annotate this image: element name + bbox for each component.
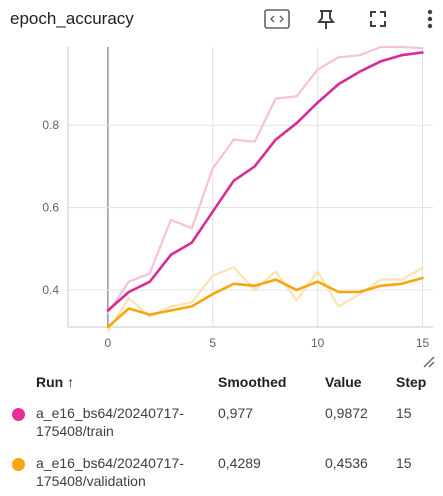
fullscreen-icon[interactable] [364,6,392,32]
header-value: Value [325,374,362,390]
y-tick-label: 0.6 [42,201,59,215]
x-tick-label: 0 [105,336,112,350]
header-smoothed: Smoothed [218,374,287,390]
x-tick-label: 10 [311,336,325,350]
run-name-line: 175408/train [36,423,114,439]
fit-domain-icon[interactable] [263,6,291,32]
step-value: 15 [396,405,412,421]
raw-series-line [106,45,424,314]
run-name-line: a_e16_bs64/20240717- [36,455,184,471]
resize-handle-icon[interactable] [422,355,436,374]
raw-value: 0,9872 [325,405,368,421]
table-row[interactable]: a_e16_bs64/20240717- 175408/validation 0… [0,452,443,496]
run-name-line: a_e16_bs64/20240717- [36,405,184,421]
x-tick-label: 15 [416,336,430,350]
smoothed-value: 0,977 [218,405,254,421]
y-tick-label: 0.8 [42,118,59,132]
smoothed-series-line [106,276,424,329]
y-tick-label: 0.4 [42,283,59,297]
accuracy-line-chart[interactable]: 0 5 10 15 0.4 0.6 0.8 [0,40,443,360]
raw-value: 0,4536 [325,455,368,471]
pin-icon[interactable] [312,6,340,32]
header-run[interactable]: Run ↑ [36,374,75,390]
table-row[interactable]: a_e16_bs64/20240717- 175408/train 0,977 … [0,402,443,446]
run-name-line: 175408/validation [36,473,146,489]
header-step: Step [396,374,427,390]
more-vert-icon[interactable] [416,6,443,32]
card-header: epoch_accuracy [0,0,443,40]
x-tick-label: 5 [209,336,216,350]
smoothed-value: 0,4289 [218,455,261,471]
step-value: 15 [396,455,412,471]
run-color-swatch[interactable] [12,458,25,471]
run-color-swatch[interactable] [12,408,25,421]
run-name: a_e16_bs64/20240717- 175408/validation [36,454,216,490]
chart-title: epoch_accuracy [10,9,134,28]
run-name: a_e16_bs64/20240717- 175408/train [36,404,216,440]
smoothed-series-line [106,51,424,312]
